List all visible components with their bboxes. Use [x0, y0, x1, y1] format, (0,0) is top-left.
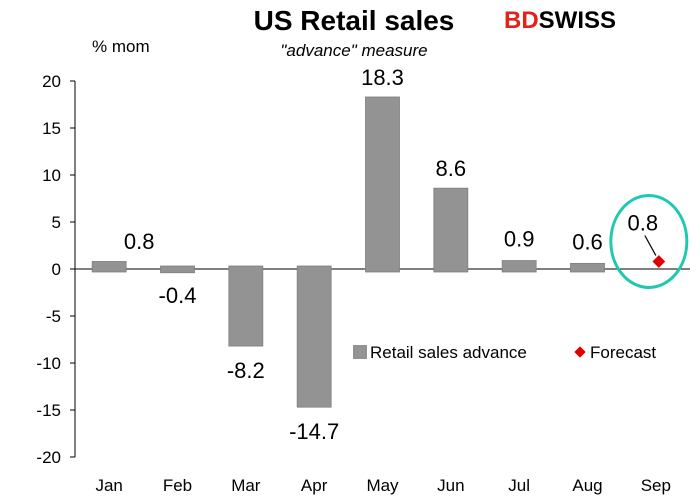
chart-title: US Retail sales — [254, 5, 455, 36]
data-label-aug: 0.6 — [572, 229, 603, 254]
x-tick-label: May — [366, 476, 399, 495]
brand-logo: BDSWISS — [504, 7, 616, 34]
brand-logo-part2: SWISS — [539, 7, 616, 34]
y-axis-label: % mom — [92, 37, 150, 56]
data-label-apr: -14.7 — [289, 419, 339, 444]
x-tick-label: Mar — [231, 476, 261, 495]
y-tick-label: 0 — [52, 260, 61, 279]
x-tick-label: Jul — [508, 476, 530, 495]
legend-label-retail: Retail sales advance — [370, 343, 527, 362]
y-tick-label: 20 — [42, 72, 61, 91]
bar-may — [365, 96, 400, 273]
brand-logo-part1: BD — [504, 7, 539, 34]
data-label-forecast-sep: 0.8 — [628, 210, 659, 235]
annotations — [609, 193, 689, 289]
bar-jun — [433, 187, 469, 273]
y-tick-label: 15 — [42, 119, 61, 138]
x-tick-label: Apr — [301, 476, 328, 495]
y-tick-label: 10 — [42, 166, 61, 185]
x-tick-label: Feb — [163, 476, 192, 495]
forecast-points — [644, 235, 666, 268]
bar-apr — [296, 265, 332, 408]
data-label-jan: 0.8 — [124, 229, 155, 254]
bars — [91, 96, 605, 408]
bar-aug — [570, 262, 605, 273]
y-tick-label: -10 — [36, 354, 61, 373]
x-tick-label: Sep — [641, 476, 671, 495]
highlight-ellipse — [609, 193, 689, 289]
y-tick-label: -5 — [46, 307, 61, 326]
legend-swatch-forecast — [574, 346, 586, 358]
data-label-mar: -8.2 — [227, 358, 265, 383]
axes: 20 15 10 5 0 -5 -10 -15 -20 Jan Feb Mar Apr May Jun Jul… — [36, 72, 690, 495]
legend-swatch-retail — [353, 345, 367, 359]
bar-feb — [160, 265, 195, 274]
y-tick-label: 5 — [52, 213, 61, 232]
data-label-jun: 8.6 — [436, 156, 467, 181]
x-tick-label: Jun — [437, 476, 464, 495]
chart-subtitle: "advance" measure — [280, 41, 427, 60]
svg-text:BDSWISS: BDSWISS — [504, 7, 616, 34]
y-tick-label: -15 — [36, 401, 61, 420]
data-label-jul: 0.9 — [504, 227, 535, 252]
x-tick-label: Jan — [95, 476, 122, 495]
x-tick-label: Aug — [572, 476, 602, 495]
forecast-leader-line — [644, 235, 657, 256]
bar-jul — [501, 260, 537, 273]
data-labels: 0.8 -0.4 -8.2 -14.7 18.3 8.6 0.9 0.6 0.8 — [124, 65, 658, 444]
data-label-may: 18.3 — [361, 65, 404, 90]
legend-label-forecast: Forecast — [590, 343, 656, 362]
bar-jan — [91, 261, 127, 273]
forecast-marker-sep — [652, 255, 666, 268]
bar-mar — [228, 265, 264, 347]
data-label-feb: -0.4 — [159, 283, 197, 308]
legend: Retail sales advance Forecast — [353, 343, 656, 362]
y-tick-label: -20 — [36, 448, 61, 467]
